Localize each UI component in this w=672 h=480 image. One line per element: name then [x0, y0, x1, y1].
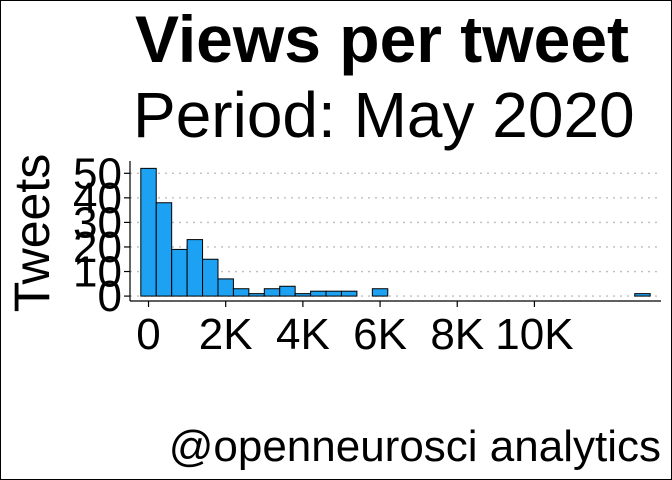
- x-ticks: 0 2K 4K 6K 8K 10K: [136, 301, 574, 359]
- x-tick-label: 4K: [276, 310, 330, 359]
- y-tick-label: 50: [73, 149, 122, 198]
- histogram-bar: [294, 293, 312, 297]
- histogram-bar: [248, 293, 265, 297]
- histogram-bar: [279, 285, 296, 297]
- y-axis-label: Tweets: [4, 154, 60, 312]
- y-tick-label: 0: [98, 272, 122, 321]
- chart-caption: @openneurosci analytics: [169, 422, 661, 471]
- histogram-bar: [202, 258, 219, 297]
- histogram-bar: [263, 288, 281, 297]
- histogram-bar: [217, 278, 234, 297]
- y-tick-label: 40: [73, 174, 122, 223]
- x-tick-label: 10K: [495, 310, 573, 359]
- y-tick-label: 30: [73, 198, 122, 247]
- chart-title: Views per tweet: [135, 2, 629, 76]
- histogram-bar: [371, 288, 389, 297]
- x-tick-label: 6K: [353, 310, 407, 359]
- x-tick-label: 2K: [199, 310, 253, 359]
- histogram-bar: [325, 290, 342, 297]
- histogram-bar: [140, 167, 157, 297]
- histogram-bar: [232, 288, 250, 297]
- y-tick-label: 20: [73, 223, 122, 272]
- x-tick-label: 8K: [430, 310, 484, 359]
- bars: [140, 167, 651, 297]
- histogram-bar: [310, 290, 327, 297]
- y-tick-label: 10: [73, 248, 122, 297]
- grid-lines: [130, 172, 661, 297]
- axes: [129, 161, 661, 302]
- x-tick-label: 0: [136, 310, 160, 359]
- histogram-bar: [634, 293, 651, 297]
- histogram-bar: [186, 239, 204, 297]
- chart-subtitle: Period: May 2020: [133, 79, 635, 151]
- histogram-bar: [171, 248, 188, 297]
- histogram-bar: [340, 290, 358, 297]
- histogram-bar: [155, 202, 173, 297]
